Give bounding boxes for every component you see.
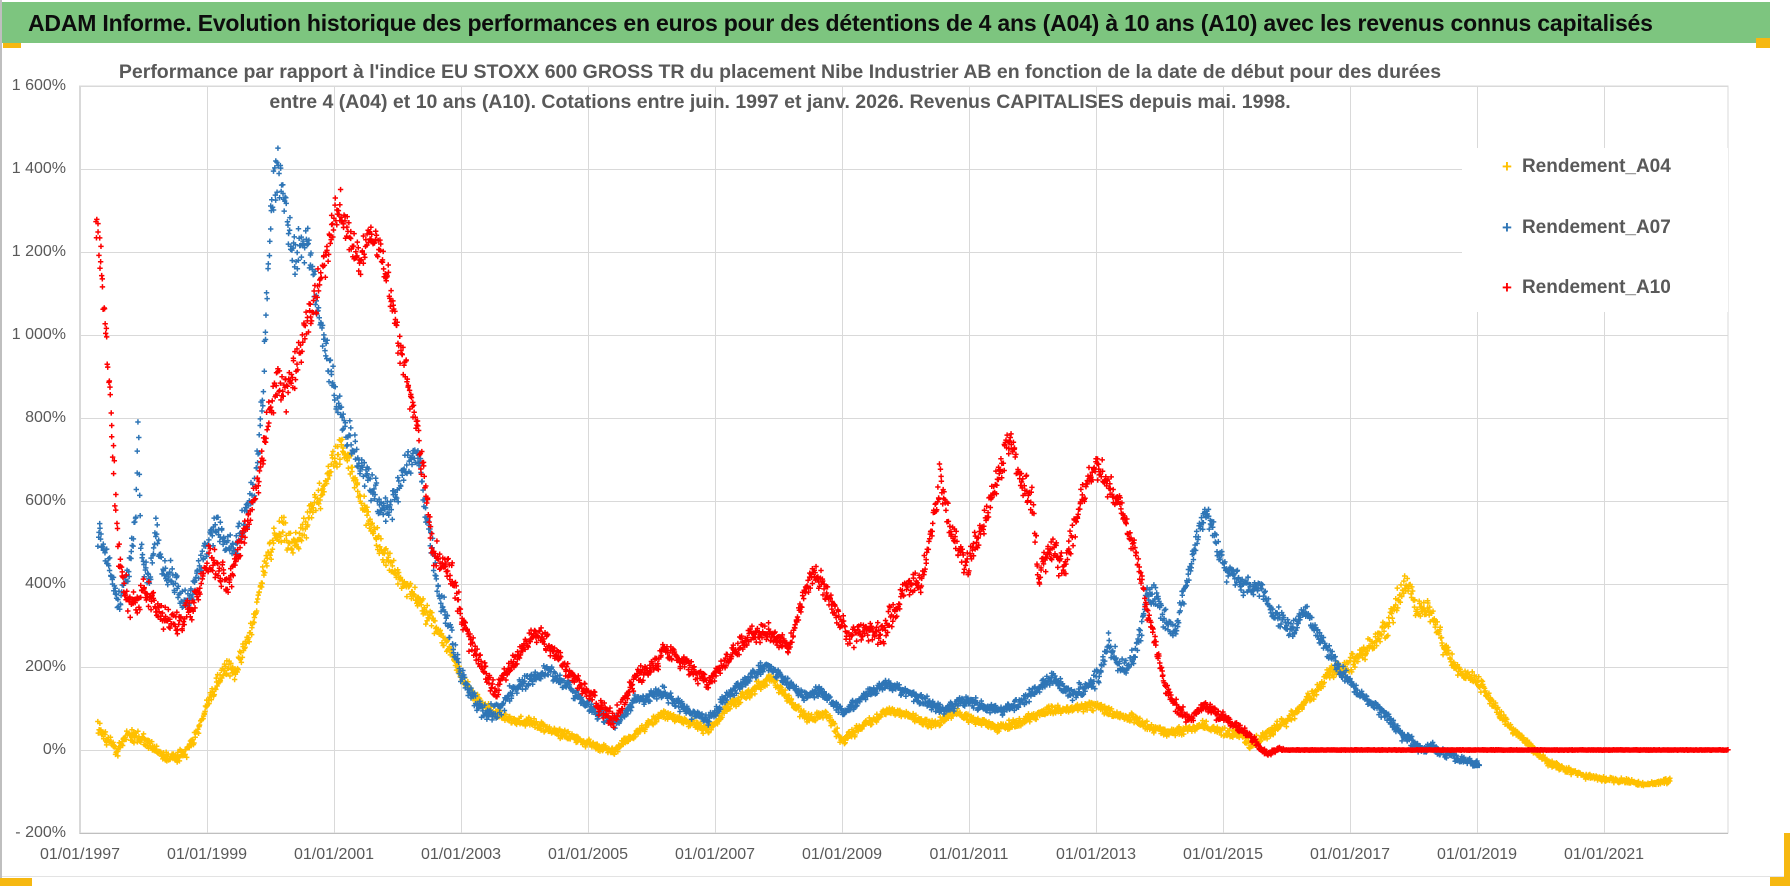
accent-corner-bottom-right — [1770, 877, 1790, 886]
x-axis-tick-label: 01/01/2009 — [801, 846, 883, 863]
chart-title-line1: Performance par rapport à l'indice EU ST… — [118, 61, 1442, 83]
x-axis-tick-label: 01/01/2013 — [1055, 846, 1137, 863]
legend-label: Rendement_A04 — [1521, 156, 1671, 177]
y-axis-tick-label: 1 000% — [11, 326, 66, 343]
legend-label: Rendement_A07 — [1521, 217, 1671, 238]
x-axis-tick-label: 01/01/1999 — [166, 846, 248, 863]
legend-plus-marker-icon: + — [1502, 278, 1512, 297]
accent-corner-bottom-left — [0, 878, 32, 886]
left-border-line — [0, 0, 2, 886]
x-axis-tick-label: 01/01/1997 — [39, 846, 121, 863]
x-axis-tick-label: 01/01/2017 — [1309, 846, 1391, 863]
y-axis-tick-label: - 200% — [15, 824, 66, 841]
legend-item-rendement_a04: + Rendement_A04 — [1502, 156, 1671, 178]
legend-item-rendement_a10: + Rendement_A10 — [1502, 277, 1671, 299]
x-axis-tick-label: 01/01/2015 — [1182, 846, 1264, 863]
legend-plus-marker-icon: + — [1502, 157, 1512, 176]
y-axis-tick-label: 400% — [25, 575, 66, 592]
accent-corner-top-right — [1756, 38, 1770, 48]
x-axis-tick-label: 01/01/2007 — [674, 846, 756, 863]
legend-item-rendement_a07: + Rendement_A07 — [1502, 217, 1671, 239]
y-axis-tick-label: 200% — [25, 658, 66, 675]
x-axis-tick-label: 01/01/2011 — [929, 846, 1009, 863]
legend-label: Rendement_A10 — [1521, 277, 1671, 298]
y-axis-tick-label: 800% — [25, 409, 66, 426]
accent-edge-right — [1784, 833, 1790, 886]
x-axis-tick-label: 01/01/2019 — [1436, 846, 1518, 863]
x-axis-tick-label: 01/01/2001 — [293, 846, 375, 863]
legend-plus-marker-icon: + — [1502, 218, 1512, 237]
y-axis-tick-label: 1 200% — [11, 243, 66, 260]
legend — [1462, 148, 1728, 312]
x-axis-tick-label: 01/01/2005 — [547, 846, 629, 863]
x-axis-tick-label: 01/01/2021 — [1563, 846, 1645, 863]
y-axis-tick-label: 0% — [42, 741, 66, 758]
accent-corner-top-left — [3, 43, 21, 48]
y-axis-tick-label: 1 400% — [11, 160, 66, 177]
y-axis-tick-label: 600% — [25, 492, 66, 509]
header-banner: ADAM Informe. Evolution historique des p… — [2, 2, 1770, 43]
header-title: ADAM Informe. Evolution historique des p… — [28, 10, 1653, 36]
chart-title-line2: entre 4 (A04) et 10 ans (A10). Cotations… — [269, 91, 1291, 113]
chart-title: Performance par rapport à l'indice EU ST… — [95, 57, 1465, 117]
y-axis-tick-label: 1 600% — [11, 77, 66, 94]
x-axis-tick-label: 01/01/2003 — [420, 846, 502, 863]
